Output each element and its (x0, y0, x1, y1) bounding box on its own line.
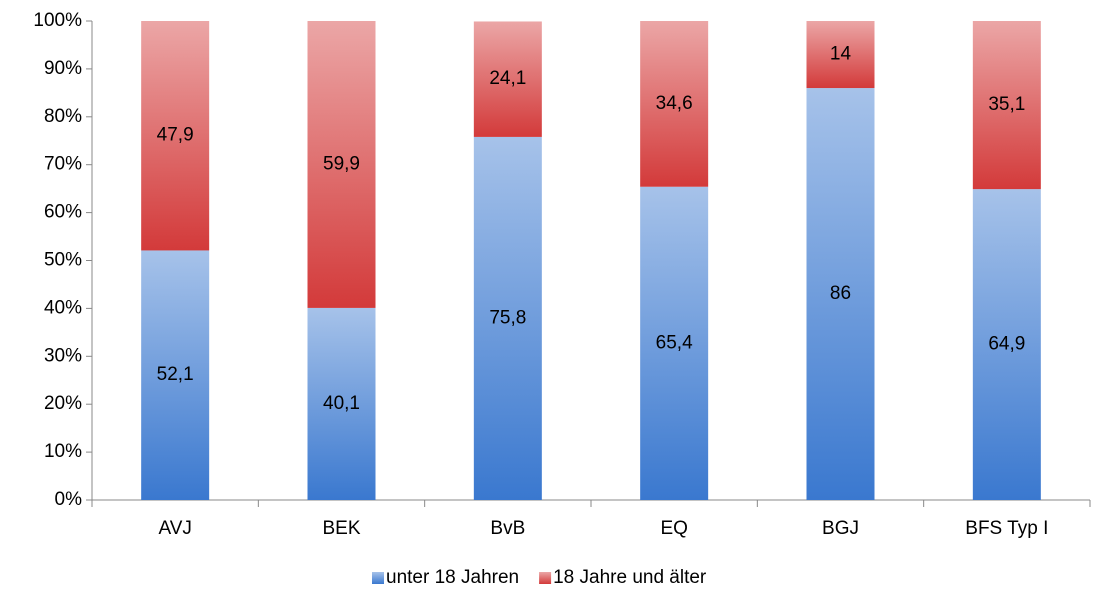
y-tick-label: 40% (44, 297, 82, 318)
y-tick-label: 60% (44, 202, 82, 223)
value-label: 65,4 (656, 332, 693, 353)
bar-segment (473, 21, 542, 137)
value-label: 59,9 (323, 153, 360, 174)
value-label: 86 (830, 283, 851, 304)
y-tick-label: 30% (44, 345, 82, 366)
y-tick-label: 90% (44, 58, 82, 79)
y-tick-label: 50% (44, 250, 82, 271)
bar-segment (972, 21, 1041, 190)
x-tick-label: BEK (322, 518, 360, 539)
y-tick-label: 80% (44, 106, 82, 127)
y-tick-label: 70% (44, 154, 82, 175)
bar-segment (307, 307, 376, 500)
value-label: 34,6 (656, 93, 693, 114)
value-label: 75,8 (489, 307, 526, 328)
x-tick-label: AVJ (158, 518, 191, 539)
bar-segment (806, 21, 875, 89)
legend-label: 18 Jahre und älter (553, 567, 707, 588)
y-tick-label: 20% (44, 393, 82, 414)
bar-segment (972, 189, 1041, 500)
value-label: 35,1 (988, 94, 1025, 115)
value-label: 40,1 (323, 393, 360, 414)
bar-segment (640, 186, 709, 500)
value-label: 64,9 (988, 334, 1025, 355)
value-label: 52,1 (157, 364, 194, 385)
legend-label: unter 18 Jahren (386, 567, 519, 588)
bar-segment (473, 136, 542, 500)
y-tick-label: 100% (33, 10, 82, 31)
legend-swatch (539, 572, 552, 584)
bar-segment (307, 21, 376, 308)
x-tick-label: BFS Typ I (965, 518, 1048, 539)
value-label: 24,1 (489, 68, 526, 89)
bar-segment (806, 88, 875, 500)
legend-swatch (372, 572, 384, 584)
y-tick-label: 0% (55, 489, 83, 510)
x-tick-label: BvB (490, 518, 525, 539)
value-label: 47,9 (157, 125, 194, 146)
bar-segment (640, 21, 709, 187)
bar-segment (141, 21, 210, 251)
bar-segment (141, 250, 210, 500)
x-tick-label: BGJ (822, 518, 859, 539)
y-tick-label: 10% (44, 441, 82, 462)
value-label: 14 (830, 44, 852, 65)
x-tick-label: EQ (660, 518, 687, 539)
